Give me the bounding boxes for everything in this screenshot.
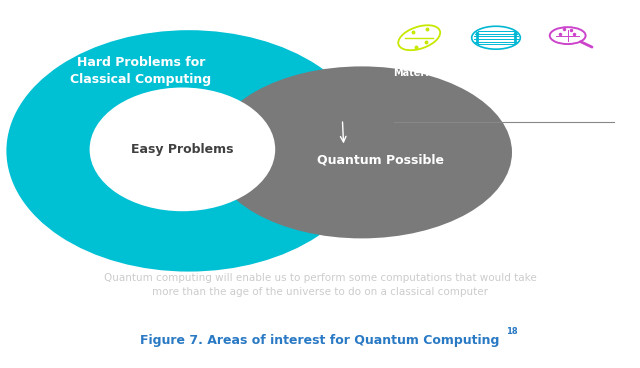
Text: Quantum computing will enable us to perform some computations that would take
mo: Quantum computing will enable us to perf… — [104, 273, 536, 297]
Text: Machine
Learning: Machine Learning — [472, 56, 520, 78]
Ellipse shape — [211, 66, 512, 238]
Text: Figure 7. Areas of interest for Quantum Computing: Figure 7. Areas of interest for Quantum … — [140, 334, 500, 347]
Text: Medicine &
Materials: Medicine & Materials — [388, 56, 450, 78]
Text: Easy Problems: Easy Problems — [131, 143, 234, 156]
Text: Why quantum computing matters: Why quantum computing matters — [19, 15, 292, 30]
Ellipse shape — [6, 30, 371, 272]
Text: Hard Problems for
Classical Computing: Hard Problems for Classical Computing — [70, 56, 211, 86]
Text: Searching
Big Data: Searching Big Data — [545, 56, 600, 78]
Text: Quantum Possible: Quantum Possible — [317, 153, 444, 166]
Ellipse shape — [90, 88, 275, 211]
Text: 18: 18 — [506, 328, 518, 336]
